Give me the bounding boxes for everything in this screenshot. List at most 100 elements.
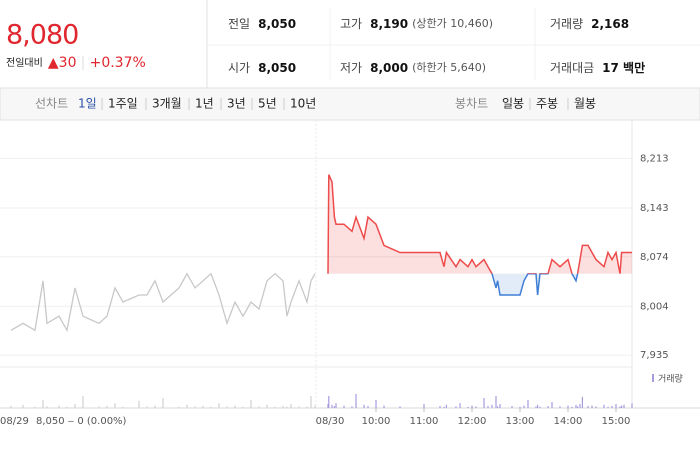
volume-bar: [577, 406, 579, 408]
volume-bar: [575, 404, 577, 408]
volume-bar: [202, 406, 204, 408]
volume-bar: [571, 406, 573, 408]
price-line: [327, 174, 632, 274]
volume-bar: [178, 406, 180, 408]
volume-bar: [146, 406, 148, 408]
volume-bar: [519, 406, 521, 408]
volume-bar: [58, 405, 60, 408]
volume-bar: [210, 406, 212, 408]
volume-bar: [310, 396, 312, 408]
volume-bar: [497, 406, 499, 408]
volume-bar: [138, 400, 140, 408]
tab[interactable]: 10년: [290, 97, 316, 111]
tab[interactable]: 일봉: [502, 97, 524, 111]
tab-bar: [0, 87, 700, 121]
volume-bar: [355, 394, 357, 408]
tab[interactable]: 1일: [78, 97, 97, 111]
x-tick-label: 12:00: [458, 416, 487, 427]
volume-bar: [475, 406, 477, 408]
volume-bar: [547, 406, 549, 408]
volume-bar: [106, 406, 108, 408]
volume-bar: [66, 406, 68, 408]
stat-label: 전일: [228, 17, 250, 31]
chart: 8,213 8,143 8,074 8,004 7,935 10:00 11:00 12:00…: [0, 120, 700, 427]
volume-bar: [551, 402, 553, 408]
volume-bar: [46, 406, 48, 408]
volume-bar: [611, 406, 613, 408]
tab[interactable]: 1주일: [108, 97, 138, 111]
volume-bar: [331, 404, 333, 408]
volume-bar: [527, 400, 529, 408]
volume-bar: [186, 404, 188, 408]
volume-bar: [82, 396, 84, 408]
area-above: [328, 174, 632, 274]
volume-bar: [74, 404, 76, 408]
volume-bar: [335, 403, 337, 408]
volume-bar: [242, 406, 244, 408]
volume-bar: [122, 406, 124, 408]
tab-group-label: 봉차트: [455, 97, 488, 111]
volume-bar: [459, 403, 461, 408]
volume-bar: [250, 400, 252, 408]
volume-bar: [523, 405, 525, 408]
volume-bar: [328, 396, 330, 408]
stat-value: 8,050: [258, 17, 296, 31]
tab[interactable]: 5년: [258, 97, 277, 111]
volume-bar: [10, 406, 12, 408]
volume-bar: [619, 406, 621, 408]
tab-group-label: 선차트: [35, 97, 68, 111]
volume-bar: [286, 406, 288, 408]
tab[interactable]: 주봉: [536, 97, 558, 111]
volume-bar: [363, 404, 365, 408]
tab[interactable]: 월봉: [574, 97, 596, 111]
y-tick-label: 8,074: [640, 252, 669, 263]
volume-bar: [154, 405, 156, 408]
y-tick-label: 7,935: [640, 350, 669, 361]
change-row: 전일대비 ▲30 +0.37%: [6, 53, 146, 72]
volume-bar: [467, 406, 469, 408]
volume-bar: [487, 406, 489, 408]
volume-bar: [42, 400, 44, 408]
volume-bar: [306, 406, 308, 408]
tab[interactable]: 3년: [227, 97, 246, 111]
volume-bar: [591, 405, 593, 408]
tab[interactable]: 1년: [195, 97, 214, 111]
stat-label: 고가: [340, 17, 362, 31]
stat-value: 8,000: [370, 61, 408, 75]
stat-label: 저가: [340, 61, 362, 75]
volume-bar: [226, 406, 228, 408]
legend-swatch: [652, 374, 654, 382]
volume-bar: [595, 406, 597, 408]
volume-bar: [623, 404, 625, 408]
volume-bar: [445, 404, 447, 408]
volume-bar: [567, 405, 569, 408]
price-line: [10, 272, 316, 333]
volume-bar: [511, 406, 513, 408]
stats: 전일 8,050 고가 8,190 (상한가 10,460) 거래량 2,168 시가 8,05…: [228, 17, 645, 75]
price-line: [491, 273, 621, 296]
tab[interactable]: 3개월: [152, 97, 182, 111]
x-tick-label: 10:00: [362, 416, 391, 427]
volume-bar: [483, 398, 485, 408]
volume-bar: [455, 406, 457, 408]
stat-value: 2,168: [591, 17, 629, 31]
volume-bar: [194, 406, 196, 408]
volume-bar: [631, 403, 633, 408]
volume-bar: [399, 406, 401, 408]
volume-bar: [615, 404, 617, 408]
volume-bar: [603, 404, 605, 408]
volume-bar: [298, 406, 300, 408]
stat: 저가 8,000 (하한가 5,640): [340, 60, 486, 75]
volume-bar: [218, 403, 220, 408]
x-tick-label: 15:00: [602, 416, 631, 427]
volume-bar: [443, 406, 445, 408]
date-label: 08/30: [316, 416, 345, 427]
volume-bar: [587, 406, 589, 408]
y-tick-label: 8,213: [640, 153, 669, 164]
volume-bar: [581, 396, 583, 408]
change: ▲30: [48, 55, 77, 71]
volume-bar: [351, 406, 353, 408]
volume-bar: [423, 404, 425, 408]
